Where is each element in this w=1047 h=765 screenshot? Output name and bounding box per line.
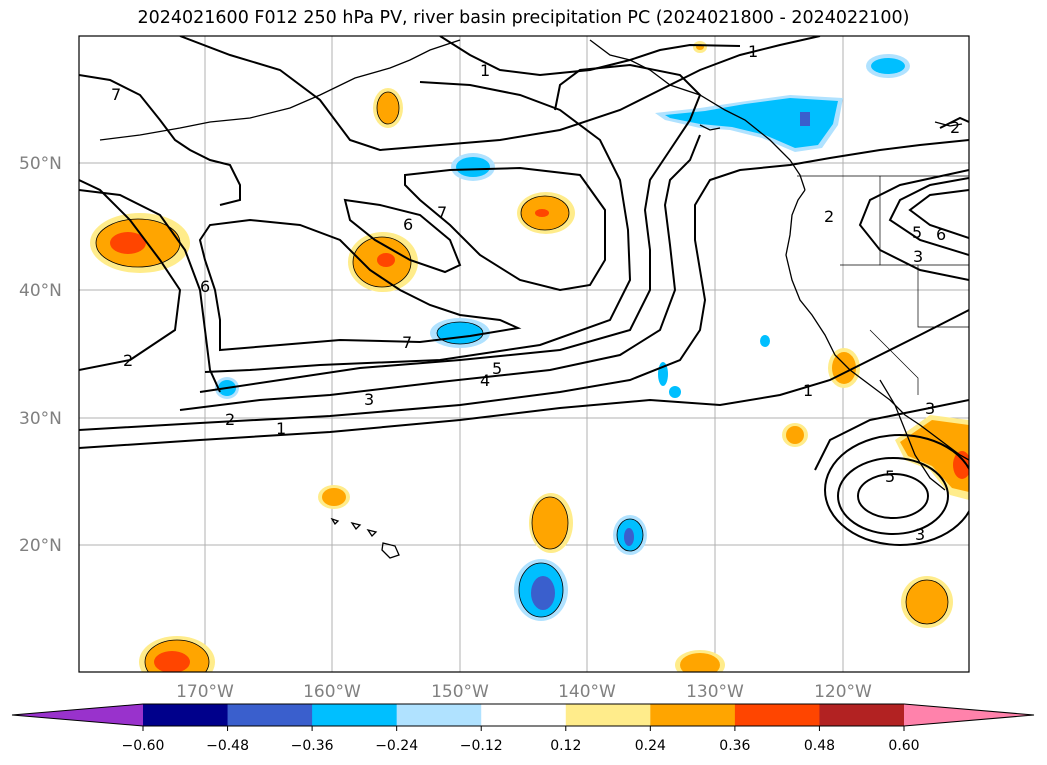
- lon-label: 130°W: [686, 682, 744, 702]
- map-border: [78, 35, 970, 673]
- pv-label: 7: [437, 203, 447, 222]
- colorbar-segment: [481, 704, 567, 726]
- pv-label: 3: [915, 525, 925, 544]
- lat-label: 30°N: [19, 409, 62, 429]
- colorbar-tick-label: 0.12: [550, 738, 581, 754]
- colorbar-segment: [819, 704, 905, 726]
- colorbar-tick-label: −0.24: [375, 738, 418, 754]
- lon-label: 150°W: [431, 682, 489, 702]
- colorbar-segment: [650, 704, 736, 726]
- lon-label: 120°W: [814, 682, 872, 702]
- colorbar-segment: [565, 704, 651, 726]
- pv-label: 7: [111, 85, 121, 104]
- colorbar-tick-label: −0.36: [291, 738, 334, 754]
- pv-label: 1: [803, 381, 813, 400]
- longitude-labels: 170°W 160°W 150°W 140°W 130°W 120°W: [176, 682, 872, 702]
- map-title: 2024021600 F012 250 hPa PV, river basin …: [137, 8, 910, 28]
- colorbar-extend-low: [12, 704, 143, 726]
- precip-anomaly-fill: [90, 41, 969, 672]
- pv-label: 5: [885, 467, 895, 486]
- pv-label: 6: [200, 277, 210, 296]
- pv-label: 1: [748, 42, 758, 61]
- pv-label: 5: [912, 223, 922, 242]
- colorbar-tick-label: 0.24: [635, 738, 666, 754]
- colorbar-segment: [396, 704, 482, 726]
- gridlines: [79, 36, 969, 672]
- colorbar-tick-label: 0.48: [804, 738, 835, 754]
- lat-label: 20°N: [19, 536, 62, 556]
- pv-contours: [79, 36, 969, 546]
- pv-label: 7: [402, 333, 412, 352]
- pv-label: 3: [364, 390, 374, 409]
- pv-label: 6: [936, 225, 946, 244]
- colorbar-segment: [143, 704, 229, 726]
- lat-label: 50°N: [19, 154, 62, 174]
- latitude-labels: 50°N 40°N 30°N 20°N: [19, 154, 62, 556]
- pv-label: 5: [492, 359, 502, 378]
- colorbar-tick-label: −0.12: [460, 738, 503, 754]
- pv-label: 4: [480, 371, 490, 390]
- lon-label: 160°W: [303, 682, 361, 702]
- colorbar: −0.60 −0.48 −0.36 −0.24 −0.12 0.12 0.24 0.36 0.4…: [11, 703, 1035, 754]
- colorbar-tick-label: 0.36: [719, 738, 750, 754]
- pv-label: 2: [824, 207, 834, 226]
- pv-label: 2: [950, 118, 960, 137]
- colorbar-tick-label: −0.48: [206, 738, 249, 754]
- coastlines: [99, 39, 969, 559]
- colorbar-segment: [227, 704, 313, 726]
- pv-label: 2: [225, 410, 235, 429]
- pv-contour-labels: 1 1 1 1 2 2 2 2 3 3 3 3 4 5 5 5 6 6 6 7 …: [111, 42, 960, 544]
- pv-label: 3: [925, 399, 935, 418]
- lon-label: 140°W: [558, 682, 616, 702]
- lat-label: 40°N: [19, 281, 62, 301]
- colorbar-tick-label: 0.60: [888, 738, 919, 754]
- pv-label: 6: [403, 215, 413, 234]
- pv-label: 1: [276, 419, 286, 438]
- lon-label: 170°W: [176, 682, 234, 702]
- pv-label: 1: [480, 61, 490, 80]
- pv-label: 3: [913, 247, 923, 266]
- colorbar-segment: [312, 704, 398, 726]
- colorbar-tick-label: −0.60: [122, 738, 165, 754]
- colorbar-segment: [734, 704, 820, 726]
- pv-label: 2: [123, 351, 133, 370]
- colorbar-extend-high: [904, 704, 1034, 726]
